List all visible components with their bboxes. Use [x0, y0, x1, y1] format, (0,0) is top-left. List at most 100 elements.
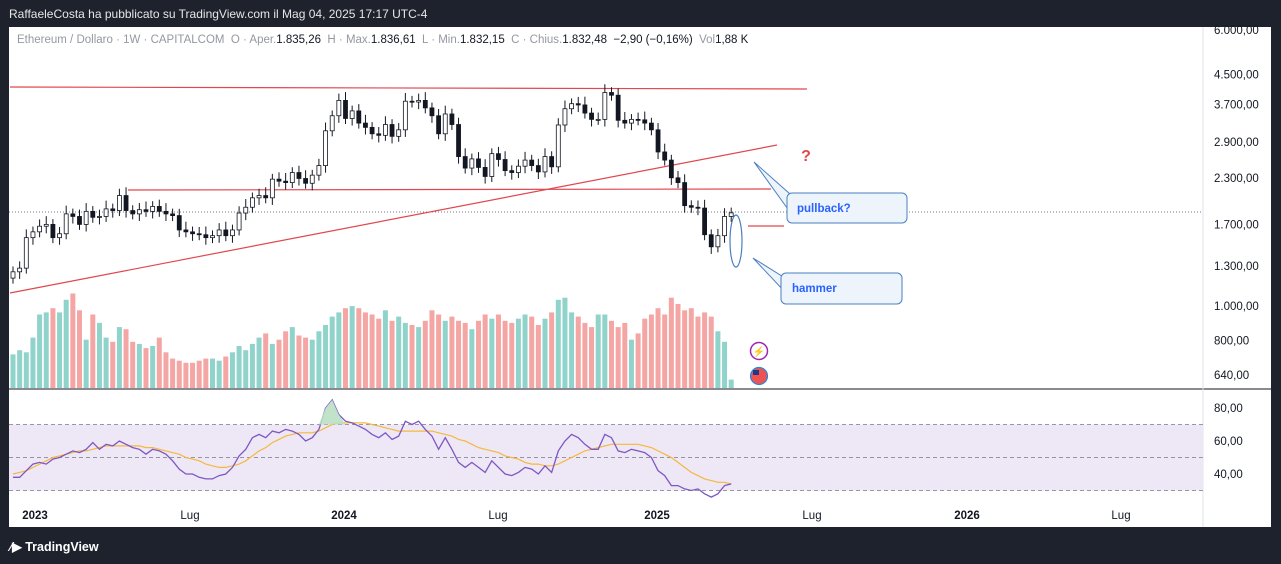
candle-body [276, 178, 282, 182]
candle-body [17, 267, 23, 273]
rsi-line [13, 398, 732, 498]
legend-high-label: H · Max. [327, 34, 371, 46]
candle-body [476, 158, 481, 168]
us-flag-canton [753, 370, 759, 375]
volume-bar [130, 341, 136, 388]
candle-body [382, 124, 388, 136]
candle-body [143, 209, 149, 212]
volume-bar [549, 312, 555, 388]
legend-open-label: O · Aper. [230, 34, 277, 46]
volume-bar [376, 318, 382, 388]
price-axis-label: 2.900,00 [1214, 137, 1259, 149]
volume-bar [515, 318, 521, 388]
axes: 6.000,00 4.500,00 3.700,00 2.900,00 2.300,00… [22, 25, 1259, 522]
candle-body [609, 92, 614, 96]
volume-bar [23, 352, 29, 388]
volume-bar [622, 322, 628, 388]
volume-bar [615, 327, 621, 388]
candle-body [269, 178, 275, 199]
candle-body [502, 159, 508, 172]
volume-bar [728, 379, 734, 388]
time-axis-label: 2025 [644, 510, 670, 522]
time-axis-label: Lug [1111, 510, 1130, 522]
support-line-mid [127, 188, 772, 191]
candle-body [602, 92, 608, 120]
candle-body [136, 209, 142, 215]
candle-body [37, 225, 42, 233]
tv-icon: ⁄▶ [10, 540, 26, 554]
price-axis-label: 6.000,00 [1214, 25, 1259, 37]
volume-bar [529, 316, 535, 388]
volume-bar [476, 320, 481, 388]
volume-bar [203, 358, 209, 388]
volume-bar [489, 318, 495, 388]
candle-body [123, 195, 129, 211]
logo-text: TradingView [25, 540, 99, 554]
candle-body [728, 212, 734, 217]
hammer-label: hammer [792, 283, 837, 295]
volume-bar [416, 327, 422, 388]
volume-bar [303, 337, 309, 388]
volume-bar [462, 322, 468, 388]
rsi-pane [9, 398, 1203, 498]
legend-low-label: L · Min. [422, 34, 460, 46]
volume-bar [456, 320, 462, 388]
legend-low: 1.832,15 [459, 34, 505, 46]
volume-bar [589, 327, 595, 388]
volume-bars [10, 293, 734, 388]
volume-bar [535, 325, 541, 388]
rsi-ma-line [12, 422, 732, 485]
publisher-line: RaffaeleCosta ha pubblicato su TradingVi… [9, 7, 428, 21]
price-axis-label: 1.700,00 [1214, 219, 1259, 231]
candle-body [196, 233, 202, 236]
annotations: ? pullback? hammer ⚡ [729, 148, 908, 386]
volume-bar [349, 306, 355, 388]
candle-body [649, 122, 654, 131]
volume-bar [602, 314, 608, 388]
candle-body [309, 174, 315, 184]
tradingview-logo[interactable]: ⁄▶ TradingView [10, 539, 99, 554]
volume-bar [223, 356, 229, 388]
candle-body [675, 177, 681, 183]
candle-body [622, 119, 628, 124]
candle-body [562, 108, 568, 126]
volume-bar [562, 297, 568, 388]
time-axis-label: 2024 [331, 510, 357, 522]
candle-body [529, 159, 535, 166]
volume-bar [309, 339, 315, 388]
volume-bar [702, 312, 708, 388]
candle-body [176, 215, 182, 231]
candle-body [103, 208, 109, 217]
rsi-overbought-fill [318, 399, 346, 425]
volume-bar [495, 314, 501, 388]
volume-bar [143, 348, 149, 388]
volume-bar [70, 293, 76, 388]
volume-bar [436, 314, 442, 388]
volume-bar [316, 331, 322, 388]
candle-body [70, 213, 76, 217]
candle-body [23, 237, 29, 269]
candle-body [482, 167, 488, 177]
candle-body [595, 118, 601, 121]
price-axis-label: 4.500,00 [1214, 69, 1259, 81]
volume-bar [482, 314, 488, 388]
volume-bar [210, 358, 215, 388]
candle-body [668, 159, 674, 179]
candle-body [249, 197, 255, 208]
candle-body [316, 165, 322, 176]
volume-bar [283, 331, 289, 388]
volume-bar [635, 333, 641, 388]
candle-body [90, 210, 96, 218]
volume-bar [402, 322, 408, 388]
volume-bar [17, 350, 23, 388]
price-axis-label: 1.000,00 [1214, 301, 1259, 313]
candle-body [569, 103, 574, 110]
candle-body [97, 216, 102, 218]
candle-body [655, 129, 661, 153]
rsi-axis-label: 80,00 [1214, 403, 1243, 415]
publisher-bar: RaffaeleCosta ha pubblicato su TradingVi… [0, 0, 1281, 27]
candle-body [555, 124, 561, 168]
candle-body [236, 212, 242, 231]
candle-body [708, 234, 714, 248]
